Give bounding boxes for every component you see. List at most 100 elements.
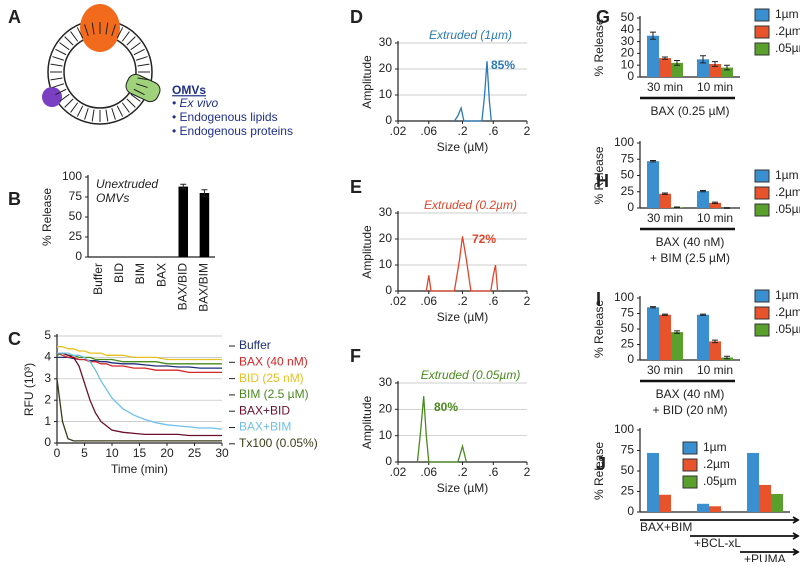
- y-axis-label: Amplitude: [360, 396, 374, 450]
- error-bar: [650, 306, 656, 309]
- x-tick-label: 10 min: [697, 363, 733, 377]
- y-tick-label: 0: [44, 435, 51, 449]
- lipid-tail: [70, 31, 79, 42]
- diagram-item: • Endogenous lipids: [172, 110, 278, 124]
- lipid-tail: [76, 27, 84, 39]
- data-line: [425, 236, 499, 292]
- error-bar: [201, 189, 208, 197]
- bar: [709, 202, 721, 208]
- lipid-tail: [133, 48, 145, 56]
- y-tick-label: 0: [627, 352, 634, 366]
- bar: [697, 191, 709, 208]
- y-tick-label: 75: [621, 151, 635, 165]
- error-bar: [650, 31, 656, 40]
- lipid-tail: [50, 63, 63, 67]
- legend-swatch: [754, 323, 770, 337]
- panel-label: G: [596, 7, 610, 27]
- bar: [178, 186, 189, 257]
- data-line: [453, 61, 492, 122]
- lipid-tail: [105, 109, 109, 122]
- annotation: +PUMA: [744, 552, 786, 562]
- y-tick-label: 10: [379, 428, 393, 442]
- x-tick-label: .6: [488, 294, 498, 308]
- y-tick-label: 10: [379, 87, 393, 101]
- panel-label: D: [350, 7, 363, 27]
- legend-swatch: [754, 306, 770, 320]
- bar: [697, 59, 709, 77]
- legend-label: Buffer: [239, 338, 271, 352]
- x-tick-label: .02: [390, 124, 407, 138]
- x-tick-label: .6: [488, 124, 498, 138]
- legend-label: .2µm: [775, 24, 800, 38]
- x-tick-label: .06: [420, 294, 437, 308]
- annotation: OMVs: [96, 191, 129, 205]
- y-tick-label: 0: [385, 454, 392, 468]
- y-axis-label: Amplitude: [360, 55, 374, 109]
- y-tick-label: 20: [379, 61, 393, 75]
- y-axis-label: Amplitude: [360, 225, 374, 279]
- legend-label: BIM (2.5 µM): [239, 387, 309, 401]
- lipid-tail: [76, 105, 84, 117]
- legend-swatch: [682, 475, 698, 489]
- y-tick-label: 50: [621, 463, 635, 477]
- x-axis-label: + BID (20 nM): [652, 403, 727, 417]
- legend-label: 1µm: [703, 440, 727, 454]
- y-tick-label: 2: [44, 392, 51, 406]
- lipid-tail: [91, 109, 95, 122]
- legend-label: 1µm: [775, 7, 799, 21]
- x-axis-label: BAX (40 nM): [656, 235, 725, 249]
- x-axis-label: Size (µM): [437, 481, 489, 495]
- x-axis-label: BAX (40 nM): [656, 387, 725, 401]
- x-tick-label: .02: [390, 465, 407, 479]
- bar: [671, 332, 683, 360]
- x-tick-label: 15: [133, 446, 147, 460]
- lipid-tail: [135, 83, 148, 88]
- x-tick-label: BAX/BID: [175, 263, 189, 311]
- legend-swatch: [754, 25, 770, 39]
- x-tick-label: BIM: [133, 263, 147, 284]
- panel-label: B: [8, 189, 21, 209]
- legend-label: .2µm: [703, 457, 730, 471]
- y-tick-label: 4: [44, 350, 51, 364]
- error-bar: [724, 355, 730, 360]
- annotation: 85%: [491, 58, 515, 72]
- arrow: [640, 516, 800, 524]
- legend-label: Tx100 (0.05%): [239, 436, 318, 450]
- x-tick-label: .2: [457, 465, 467, 479]
- annotation: 80%: [434, 400, 458, 414]
- bar: [659, 494, 671, 512]
- x-tick-label: 2: [524, 294, 531, 308]
- legend-swatch: [754, 8, 770, 22]
- bar: [659, 193, 671, 208]
- error-bar: [180, 183, 187, 190]
- error-bar: [712, 339, 718, 344]
- error-bar: [724, 64, 730, 71]
- x-tick-label: 0: [54, 446, 61, 460]
- lipid-tail: [126, 36, 136, 46]
- legend-label: 1µm: [775, 168, 799, 182]
- lipid-tail: [135, 56, 148, 61]
- y-tick-label: 20: [379, 402, 393, 416]
- x-tick-label: 2: [524, 465, 531, 479]
- lipid-tail: [52, 83, 65, 88]
- x-tick-label: .02: [390, 294, 407, 308]
- x-tick-label: .6: [488, 465, 498, 479]
- data-line: [57, 352, 223, 430]
- x-tick-label: 5: [81, 446, 88, 460]
- x-axis-label: Time (min): [111, 462, 168, 476]
- y-tick-label: 75: [621, 443, 635, 457]
- error-bar: [674, 59, 680, 66]
- diagram-item: • Endogenous proteins: [172, 124, 293, 138]
- x-tick-label: Buffer: [91, 263, 105, 295]
- legend-label: BAX+BID: [239, 403, 290, 417]
- y-tick-label: 3: [44, 371, 51, 385]
- y-tick-label: 25: [621, 337, 635, 351]
- x-tick-label: 25: [188, 446, 202, 460]
- y-tick-label: 25: [69, 229, 83, 243]
- panel-label: E: [350, 177, 362, 197]
- error-bar: [662, 56, 668, 60]
- lipid-tail: [84, 24, 89, 37]
- legend-label: .05µm: [775, 202, 800, 216]
- x-axis-label: BAX (0.25 µM): [651, 104, 730, 118]
- data-line: [56, 352, 222, 374]
